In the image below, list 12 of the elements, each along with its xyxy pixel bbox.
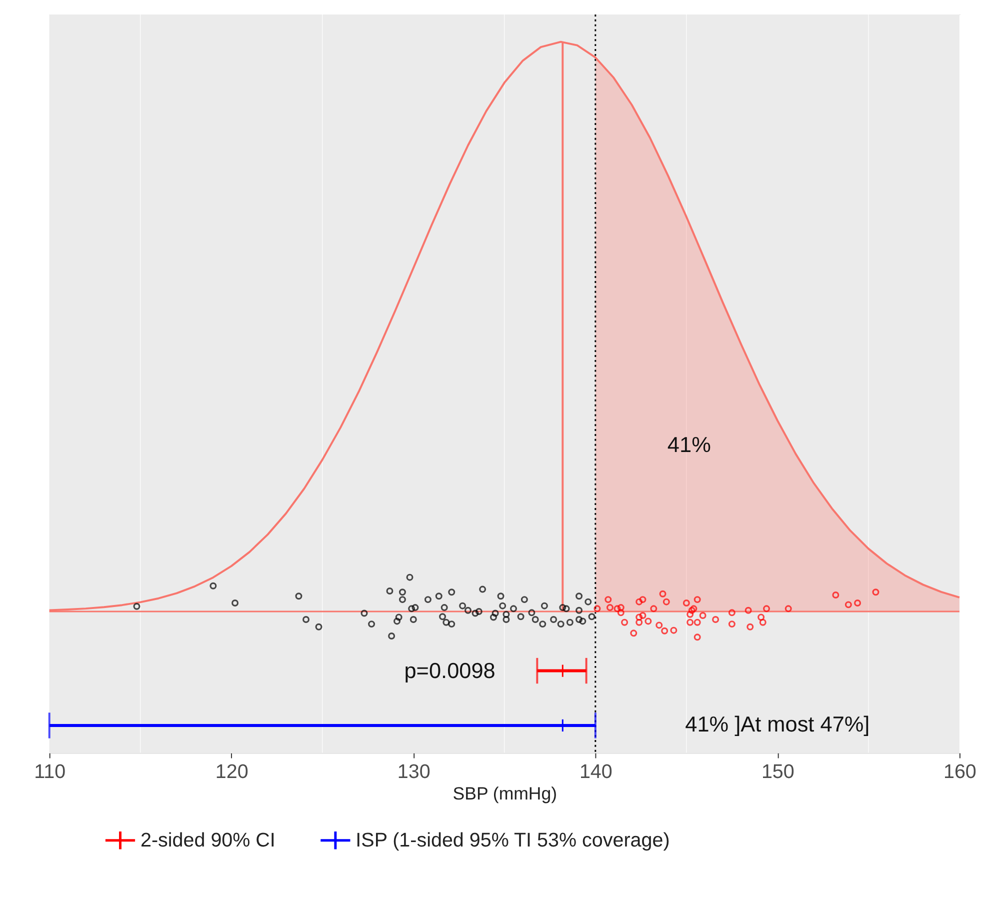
x-tick-label: 150 [761, 760, 794, 783]
annotation: 41% ]At most 47%] [685, 712, 870, 737]
x-tick-label: 130 [397, 760, 430, 783]
legend-label: 2-sided 90% CI [140, 829, 276, 852]
x-axis-title: SBP (mmHg) [452, 784, 558, 804]
x-tick-label: 160 [943, 760, 976, 783]
annotation: 41% [667, 432, 711, 457]
x-tick-label: 110 [34, 760, 66, 783]
legend-label: ISP (1-sided 95% TI 53% coverage) [356, 829, 670, 852]
x-tick-label: 140 [579, 760, 612, 783]
annotation: p=0.0098 [404, 658, 496, 683]
x-tick-label: 120 [215, 760, 248, 783]
